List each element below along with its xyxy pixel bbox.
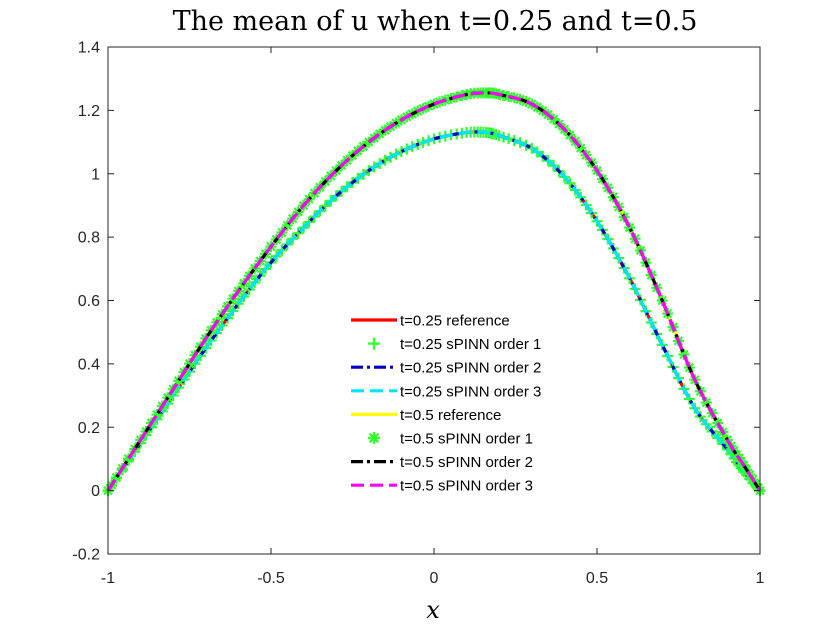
data-point xyxy=(319,200,331,212)
x-tick-label: -0.5 xyxy=(257,570,285,587)
chart-title: The mean of u when t=0.25 and t=0.5 xyxy=(173,6,698,37)
ticks-layer: -1 -0.5 0 0.5 1 -0.2 0 0.2 0.4 0.6 0.8 1 1.2 1.4 xyxy=(72,40,764,588)
data-point xyxy=(374,128,386,140)
legend: t=0.25 reference t=0.25 sPINN order 1 t=0.… xyxy=(351,313,541,495)
series-8 xyxy=(106,91,762,492)
data-point xyxy=(292,206,304,218)
series-line xyxy=(106,130,762,492)
x-tick-label: -1 xyxy=(101,570,115,587)
data-point xyxy=(232,298,244,310)
data-point xyxy=(548,113,560,125)
data-point xyxy=(292,227,304,239)
legend-label: t=0.25 sPINN order 2 xyxy=(400,360,541,377)
data-point xyxy=(564,177,576,189)
legend-swatch xyxy=(368,337,380,350)
legend-entry-3: t=0.25 sPINN order 2 xyxy=(351,360,541,377)
legend-entry-6: t=0.5 sPINN order 1 xyxy=(368,431,533,448)
legend-entry-5: t=0.5 reference xyxy=(351,407,501,424)
data-point xyxy=(678,348,690,360)
data-point xyxy=(243,283,255,295)
legend-label: t=0.25 sPINN order 3 xyxy=(400,383,541,400)
legend-label: t=0.5 sPINN order 1 xyxy=(400,431,533,448)
legend-entry-1: t=0.25 reference xyxy=(351,313,510,330)
legend-entry-7: t=0.5 sPINN order 2 xyxy=(351,454,533,471)
data-point xyxy=(303,216,315,228)
y-tick-label: 1.4 xyxy=(78,40,100,57)
series-line xyxy=(106,91,762,492)
data-point xyxy=(151,409,163,421)
data-point xyxy=(564,129,576,141)
y-tick-label: 0.8 xyxy=(78,230,100,247)
x-tick-label: 0 xyxy=(430,570,439,587)
x-tick-label: 1 xyxy=(756,570,765,587)
legend-label: t=0.5 sPINN order 2 xyxy=(400,454,533,471)
data-point xyxy=(110,471,122,483)
series-4 xyxy=(106,130,762,492)
data-point xyxy=(683,393,695,405)
legend-label: t=0.5 sPINN order 3 xyxy=(400,478,533,495)
y-tick-label: 0 xyxy=(91,483,100,500)
data-point xyxy=(700,396,712,408)
data-point xyxy=(624,222,636,234)
legend-entry-2: t=0.25 sPINN order 1 xyxy=(368,336,541,353)
data-point xyxy=(281,219,293,231)
series-layer xyxy=(102,87,766,497)
x-tick-label: 0.5 xyxy=(586,570,608,587)
data-point xyxy=(123,453,135,465)
legend-label: t=0.25 sPINN order 1 xyxy=(400,336,541,353)
legend-label: t=0.25 reference xyxy=(400,313,510,330)
y-tick-label: 0.2 xyxy=(78,420,100,437)
legend-swatch xyxy=(368,432,380,444)
y-tick-label: -0.2 xyxy=(72,547,100,564)
legend-entry-4: t=0.25 sPINN order 3 xyxy=(351,383,541,400)
legend-label: t=0.5 reference xyxy=(400,407,501,424)
data-point xyxy=(173,375,185,387)
y-tick-label: 1 xyxy=(91,166,100,183)
legend-entry-8: t=0.5 sPINN order 3 xyxy=(351,478,533,495)
data-point xyxy=(184,358,195,370)
y-tick-label: 0.6 xyxy=(78,293,100,310)
x-axis-label: x xyxy=(426,596,440,624)
y-tick-label: 0.4 xyxy=(78,356,100,373)
y-tick-label: 1.2 xyxy=(78,103,100,120)
data-point xyxy=(575,142,587,154)
data-point xyxy=(395,146,407,158)
